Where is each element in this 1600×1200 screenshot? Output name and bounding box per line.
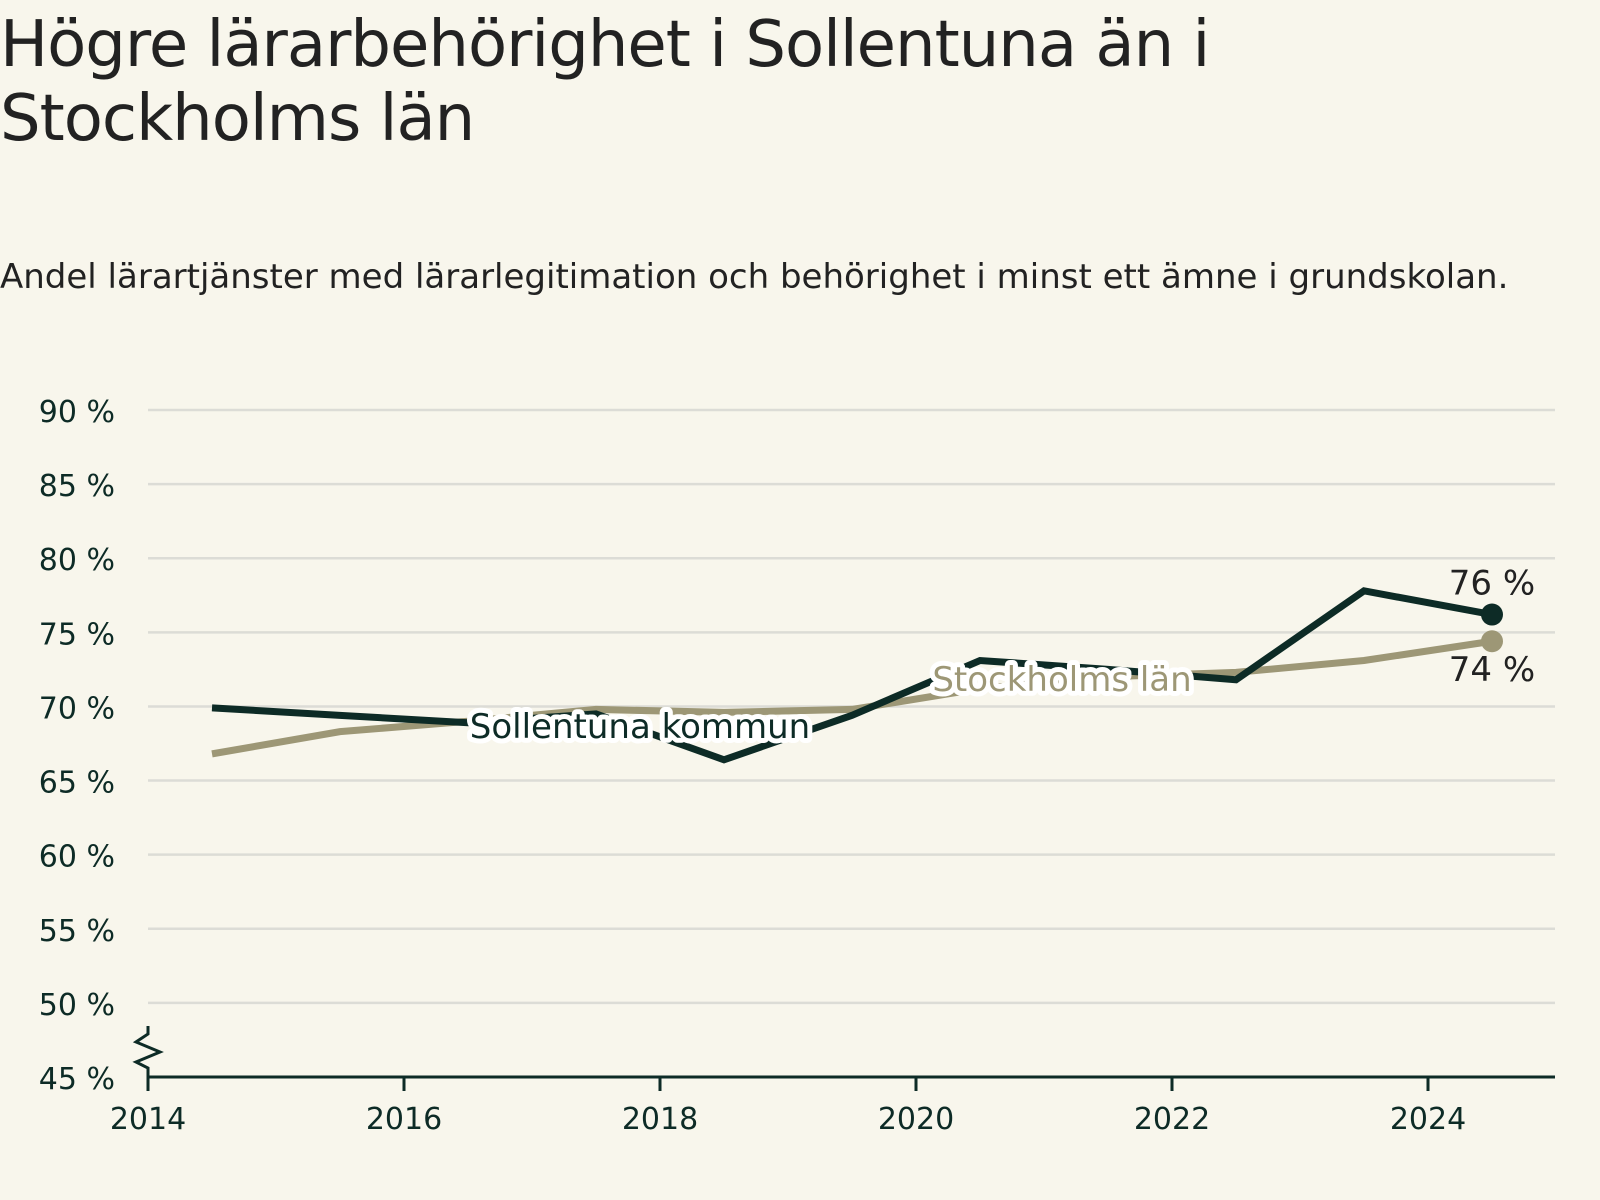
- x-tick-label: 2016: [366, 1102, 442, 1137]
- x-tick-label: 2018: [622, 1102, 698, 1137]
- x-tick-label: 2024: [1390, 1102, 1466, 1137]
- y-tick-label: 90 %: [39, 395, 115, 430]
- axis-break-icon: [132, 1026, 164, 1077]
- series-end-point: [1481, 630, 1503, 653]
- end-label-sollentuna: 76 %: [1449, 564, 1535, 604]
- y-tick-label: 70 %: [39, 691, 115, 726]
- end-label-stockholm: 74 %: [1449, 650, 1535, 690]
- y-tick-label: 60 %: [39, 840, 115, 875]
- series-labels: Sollentuna kommun Stockholms län 76 % 74 %: [465, 564, 1535, 752]
- y-tick-label: 85 %: [39, 469, 115, 504]
- y-tick-label: 50 %: [39, 988, 115, 1023]
- series-lines: [211, 587, 1503, 764]
- y-axis-ticks: 45 % 50 % 55 % 60 % 65 % 70 % 75 % 80 % 85 % 90 %: [39, 395, 115, 1097]
- x-tick-label: 2014: [110, 1102, 186, 1137]
- chart-subtitle: Andel lärartjänster med lärarlegitimatio…: [0, 257, 1509, 297]
- x-tick-label: 2020: [878, 1102, 954, 1137]
- series-label-stockholm: Stockholms län: [932, 660, 1191, 700]
- y-tick-label: 55 %: [39, 914, 115, 949]
- series-line: [211, 587, 1493, 764]
- chart-title: Högre lärarbehörighet i Sollentuna än i …: [0, 8, 1210, 156]
- y-tick-label: 75 %: [39, 617, 115, 652]
- y-tick-label: 65 %: [39, 766, 115, 801]
- series-label-sollentuna: Sollentuna kommun: [470, 707, 810, 747]
- series-end-point: [1481, 603, 1503, 626]
- series-line: [211, 637, 1493, 758]
- y-tick-label: 45 %: [39, 1062, 115, 1097]
- y-tick-label: 80 %: [39, 543, 115, 578]
- x-axis: 2014 2016 2018 2020 2022 2024: [110, 1026, 1555, 1137]
- x-tick-label: 2022: [1134, 1102, 1210, 1137]
